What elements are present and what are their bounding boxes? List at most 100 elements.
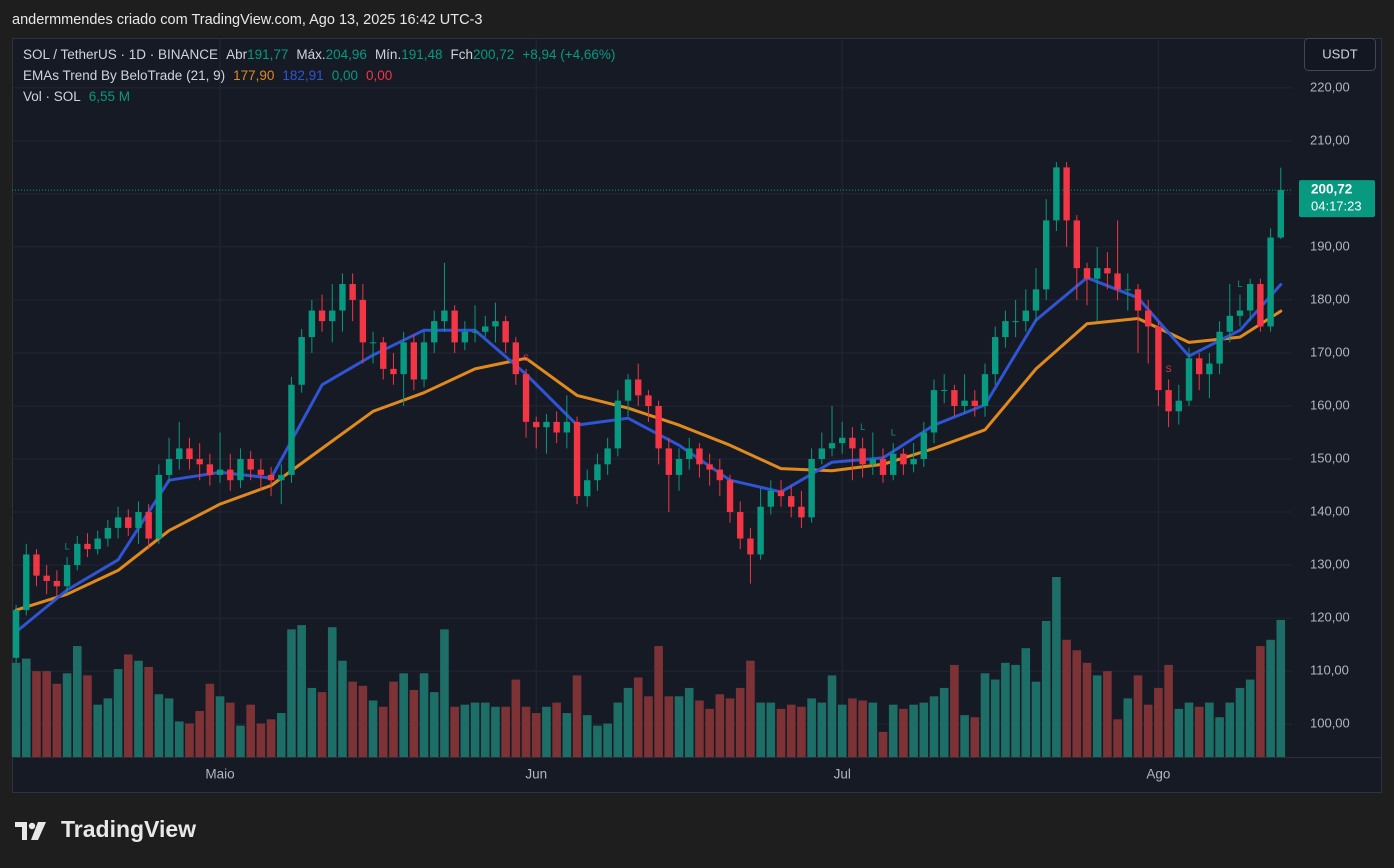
candle-body	[1002, 321, 1009, 338]
candle-body	[298, 337, 305, 385]
y-tick-label: 130,00	[1310, 556, 1350, 571]
candle-body	[390, 368, 397, 375]
candle-body	[53, 580, 61, 587]
volume-bar	[909, 704, 918, 757]
candle-body	[716, 469, 724, 481]
candle-body	[655, 405, 662, 449]
volume-bar	[1235, 687, 1245, 757]
volume-bar	[1215, 717, 1224, 757]
volume-bar	[297, 625, 306, 757]
volume-bar	[746, 660, 755, 757]
volume-bar	[1072, 650, 1082, 757]
logo: TradingView	[15, 816, 196, 842]
candle-body	[1114, 273, 1121, 290]
candle-body	[981, 374, 989, 406]
volume-bar	[1041, 620, 1051, 757]
volume-bar	[848, 698, 857, 757]
volume-bar	[52, 683, 62, 757]
candle-body	[543, 421, 550, 428]
candle-body	[951, 390, 958, 406]
candle-body	[869, 459, 877, 465]
candle-body	[584, 480, 591, 497]
candle-body	[1267, 237, 1274, 327]
candle-body	[1195, 358, 1203, 375]
signal-label: L	[891, 427, 896, 437]
volume-bar	[62, 673, 72, 757]
volume-bar	[674, 696, 684, 757]
volume-bar	[684, 687, 694, 757]
candle-body	[726, 480, 734, 513]
legend: SOL / TetherUS · 1D · BINANCE Abr191,77 Má…	[23, 44, 615, 107]
legend-row: SOL / TetherUS · 1D · BINANCE Abr191,77 Má…	[23, 44, 615, 65]
candle-body	[318, 310, 326, 322]
volume-bar	[440, 629, 449, 757]
candles: L S L L S L	[12, 162, 1284, 664]
volume-bar	[1001, 662, 1010, 757]
volume-bar	[960, 715, 969, 757]
volume-bar	[276, 713, 286, 757]
volume-bar	[572, 675, 582, 757]
volume-bar	[1184, 702, 1194, 757]
candle-body	[431, 321, 438, 343]
volume-bar	[511, 679, 521, 757]
ema-line	[14, 309, 1283, 612]
candle-body	[227, 469, 234, 481]
volume-bar	[797, 706, 806, 757]
candle-body	[1042, 220, 1050, 290]
volume-bar	[654, 646, 663, 757]
volume-bar	[215, 696, 225, 757]
currency-label[interactable]: USDT	[1322, 46, 1357, 61]
volume-bar	[725, 698, 735, 757]
candle-body	[104, 527, 112, 539]
candle-body	[308, 310, 316, 338]
candle-body	[563, 421, 571, 433]
candle-body	[329, 310, 336, 322]
candle-body	[839, 437, 846, 444]
volume-bar	[429, 692, 439, 757]
candle-body	[1144, 310, 1152, 327]
header-text: andermmendes criado com TradingView.com,…	[12, 12, 482, 28]
candle-body	[23, 554, 30, 611]
volume-bar	[103, 698, 113, 757]
candle-body	[196, 459, 203, 465]
volume-bar	[1266, 639, 1275, 757]
candle-body	[788, 496, 795, 507]
axes: 100,00 110,00 120,00 130,00 140,00 150,00 160,…	[12, 79, 1382, 782]
candle-body	[614, 400, 622, 449]
candle-body	[1053, 167, 1060, 221]
x-tick-label: Jul	[834, 767, 851, 782]
legend-label: Mín.	[374, 47, 402, 62]
volume-bar	[1103, 671, 1112, 757]
currency-button[interactable]	[1304, 38, 1376, 71]
candle-body	[747, 538, 754, 555]
legend-value: 191,48	[401, 47, 443, 62]
candle-body	[206, 464, 214, 475]
candle-body	[1216, 331, 1223, 364]
candle-body	[512, 342, 520, 375]
volume-bar	[1154, 687, 1163, 757]
candle-body	[533, 421, 540, 428]
y-tick-label: 150,00	[1310, 450, 1350, 465]
candle-body	[441, 310, 448, 322]
volume-bar	[72, 646, 82, 757]
candle-body	[1104, 268, 1111, 274]
volume-bar	[664, 696, 674, 757]
volume-bar	[185, 723, 194, 757]
candle-body	[757, 506, 764, 555]
volume-bar	[878, 731, 888, 757]
candle-body	[482, 326, 489, 332]
volume-bar	[1245, 679, 1255, 757]
candle-body	[63, 565, 71, 587]
candle-body	[1165, 390, 1172, 412]
candle-body	[461, 331, 469, 343]
candle-body	[1083, 268, 1091, 279]
candle-body	[339, 284, 346, 311]
candle-body	[910, 459, 917, 465]
candle-body	[1257, 284, 1264, 327]
volume-bar	[868, 702, 878, 757]
candle-body	[1226, 315, 1233, 332]
volume-bar	[491, 706, 500, 757]
volume-bar	[807, 698, 816, 757]
volume-bar	[644, 696, 653, 757]
